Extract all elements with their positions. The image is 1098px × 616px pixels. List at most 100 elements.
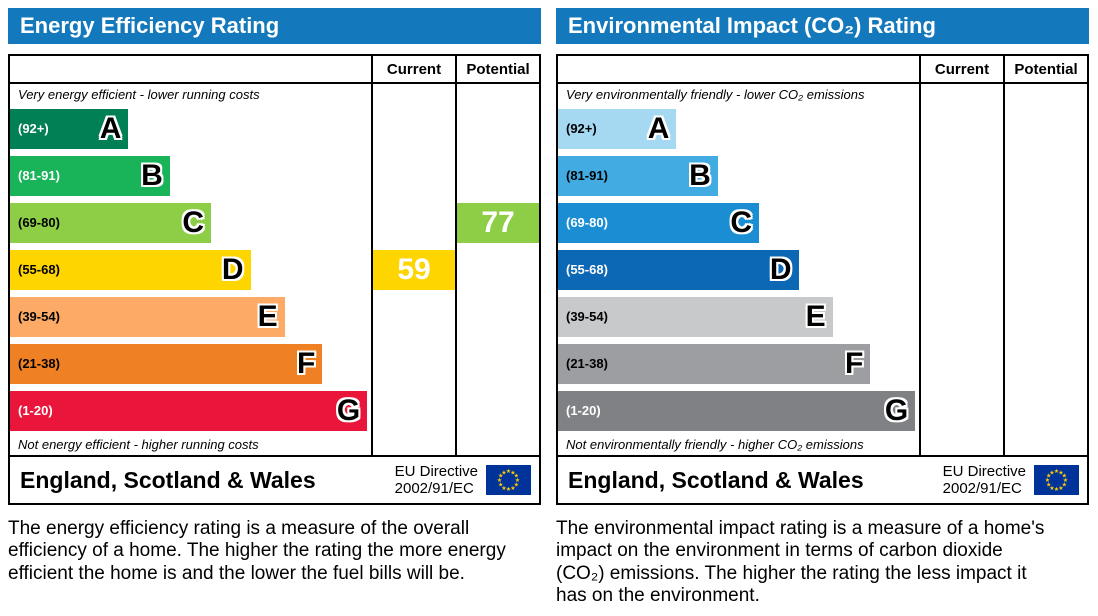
energy-band-g: (1-20) G: [10, 390, 368, 431]
energy-band-d-range: (55-68): [18, 262, 60, 277]
energy-eu-directive-line1: EU Directive: [394, 462, 478, 480]
energy-band-d-letter: D: [221, 252, 244, 286]
environmental-band-g-range: (1-20): [566, 403, 601, 418]
energy-band-g-letter: G: [336, 393, 361, 427]
environmental-chart-head-spacer: [558, 56, 919, 82]
environmental-impact-panel: Environmental Impact (CO₂) Rating Curren…: [556, 8, 1089, 608]
environmental-band-row-c: (69-80) C: [558, 199, 917, 246]
energy-band-row-f: (21-38) F: [10, 340, 369, 387]
environmental-band-b: (81-91) B: [558, 155, 718, 196]
energy-band-a-letter: A: [99, 111, 122, 145]
svg-text:★: ★: [1063, 477, 1068, 484]
energy-region-label: England, Scotland & Wales: [20, 466, 316, 493]
svg-text:★: ★: [1049, 485, 1054, 492]
environmental-title-bar: Environmental Impact (CO₂) Rating: [556, 8, 1089, 44]
environmental-band-f-range: (21-38): [566, 356, 608, 371]
environmental-band-row-f: (21-38) F: [558, 340, 917, 387]
environmental-band-row-d: (55-68) D: [558, 246, 917, 293]
environmental-band-g-letter: G: [884, 393, 909, 427]
svg-text:★: ★: [510, 485, 515, 492]
environmental-band-a: (92+) A: [558, 108, 677, 149]
environmental-band-row-a: (92+) A: [558, 105, 917, 152]
energy-band-row-c: (69-80) C: [10, 199, 369, 246]
energy-eu-directive-line2: 2002/91/EC: [394, 480, 474, 497]
environmental-band-e-range: (39-54): [566, 309, 608, 324]
environmental-chart-header-row: Current Potential: [558, 56, 1087, 84]
energy-potential-column-line: [455, 84, 457, 455]
environmental-panel-title: Environmental Impact (CO₂) Rating: [568, 13, 936, 38]
energy-band-e-letter: E: [257, 299, 278, 333]
environmental-band-f: (21-38) F: [558, 343, 871, 384]
energy-band-a-range: (92+): [18, 121, 49, 136]
environmental-band-d-range: (55-68): [566, 262, 608, 277]
svg-text:★: ★: [501, 485, 506, 492]
energy-current-column-line: [371, 84, 373, 455]
svg-text:★: ★: [514, 473, 519, 480]
svg-text:★: ★: [515, 477, 520, 484]
environmental-band-c-range: (69-80): [566, 215, 608, 230]
energy-chart-body: Very energy efficient - lower running co…: [10, 84, 539, 455]
svg-text:★: ★: [1054, 468, 1059, 475]
energy-band-f-letter: F: [297, 346, 316, 380]
energy-band-row-e: (39-54) E: [10, 293, 369, 340]
energy-chart-head-spacer: [10, 56, 371, 82]
svg-text:★: ★: [501, 469, 506, 476]
environmental-band-b-letter: B: [689, 158, 711, 192]
environmental-band-d: (55-68) D: [558, 249, 799, 290]
environmental-band-row-b: (81-91) B: [558, 152, 917, 199]
energy-band-e-range: (39-54): [18, 309, 60, 324]
environmental-band-c-letter: C: [730, 205, 753, 239]
energy-band-d: (55-68) D: [10, 249, 251, 290]
svg-text:★: ★: [1062, 482, 1067, 489]
svg-text:★: ★: [506, 486, 511, 493]
energy-potential-value-indicator: 77: [457, 202, 539, 243]
svg-text:★: ★: [1046, 473, 1051, 480]
energy-current-value-indicator: 59: [373, 249, 455, 290]
svg-text:★: ★: [1046, 482, 1051, 489]
energy-band-c-letter: C: [182, 205, 205, 239]
energy-rating-chart: Current Potential Very energy efficient …: [8, 54, 541, 457]
environmental-band-row-g: (1-20) G: [558, 387, 917, 434]
energy-bottom-caption: Not energy efficient - higher running co…: [18, 437, 259, 452]
eu-flag-icon: ★ ★★ ★★★ ★★★ ★★★: [1034, 465, 1079, 495]
energy-band-row-a: (92+) A: [10, 105, 369, 152]
svg-text:★: ★: [1058, 485, 1063, 492]
energy-band-e: (39-54) E: [10, 296, 285, 337]
environmental-eu-directive: EU Directive 2002/91/EC: [943, 463, 1026, 498]
environmental-band-e: (39-54) E: [558, 296, 833, 337]
svg-text:★: ★: [498, 482, 503, 489]
svg-text:★: ★: [1058, 469, 1063, 476]
svg-text:★: ★: [1054, 486, 1059, 493]
svg-text:★: ★: [1062, 473, 1067, 480]
environmental-band-e-letter: E: [805, 299, 826, 333]
svg-text:★: ★: [510, 469, 515, 476]
energy-band-f: (21-38) F: [10, 343, 323, 384]
environmental-band-c: (69-80) C: [558, 202, 760, 243]
energy-footer: England, Scotland & Wales EU Directive 2…: [8, 455, 541, 505]
energy-potential-column-header: Potential: [455, 56, 539, 82]
environmental-chart-body: Very environmentally friendly - lower CO…: [558, 84, 1087, 455]
energy-band-c: (69-80) C: [10, 202, 212, 243]
svg-text:★: ★: [514, 482, 519, 489]
energy-chart-header-row: Current Potential: [10, 56, 539, 84]
environmental-description: The environmental impact rating is a mea…: [556, 518, 1045, 607]
svg-text:★: ★: [1049, 469, 1054, 476]
energy-band-b: (81-91) B: [10, 155, 170, 196]
energy-efficiency-panel: Energy Efficiency Rating Current Potenti…: [8, 8, 541, 608]
energy-panel-title: Energy Efficiency Rating: [20, 13, 280, 38]
svg-text:★: ★: [506, 468, 511, 475]
energy-band-f-range: (21-38): [18, 356, 60, 371]
energy-band-b-range: (81-91): [18, 168, 60, 183]
environmental-potential-column-line: [1003, 84, 1005, 455]
environmental-band-f-letter: F: [845, 346, 864, 380]
environmental-band-row-e: (39-54) E: [558, 293, 917, 340]
environmental-bottom-caption: Not environmentally friendly - higher CO…: [566, 437, 864, 452]
energy-band-row-b: (81-91) B: [10, 152, 369, 199]
energy-band-row-g: (1-20) G: [10, 387, 369, 434]
energy-current-column-header: Current: [371, 56, 455, 82]
energy-band-row-d: (55-68) D: [10, 246, 369, 293]
environmental-region-label: England, Scotland & Wales: [568, 466, 864, 493]
environmental-band-g: (1-20) G: [558, 390, 916, 431]
energy-top-caption: Very energy efficient - lower running co…: [18, 87, 260, 102]
